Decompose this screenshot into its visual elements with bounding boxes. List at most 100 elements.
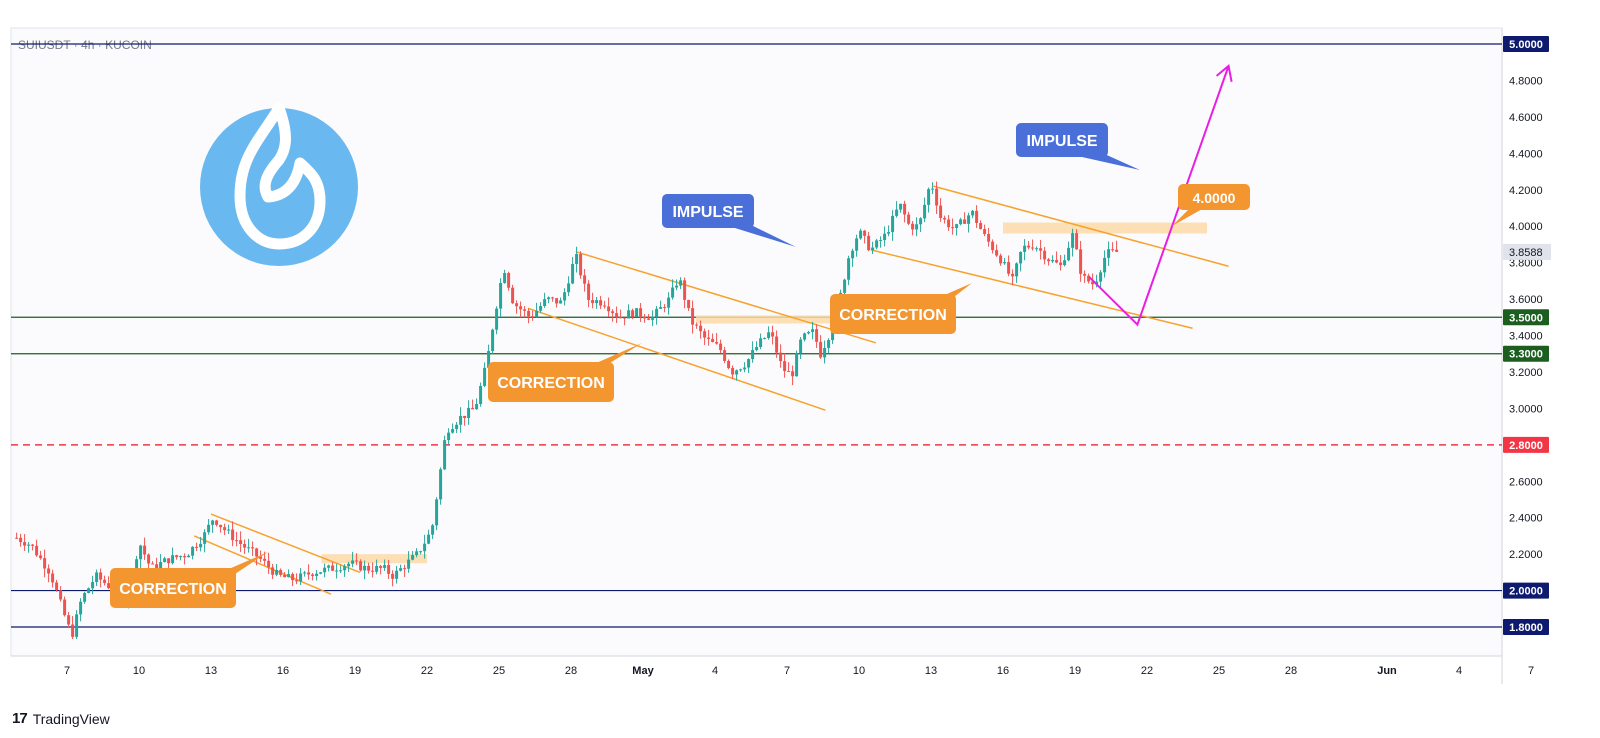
candle-body-144 xyxy=(591,300,595,304)
candle-body-14 xyxy=(71,624,75,637)
candle-body-74 xyxy=(311,574,315,576)
candle-body-263 xyxy=(1067,247,1071,261)
candle-body-252 xyxy=(1023,245,1027,252)
candle-body-33 xyxy=(147,554,151,564)
x-tick-label-13: 16 xyxy=(997,665,1009,677)
y-tick-label-7: 3.8000 xyxy=(1509,258,1543,270)
projection-path xyxy=(1088,65,1230,327)
candle-body-254 xyxy=(1031,247,1035,249)
candle-body-1 xyxy=(19,537,23,543)
candle-body-80 xyxy=(335,570,339,572)
candle-body-100 xyxy=(415,551,419,556)
candle-body-243 xyxy=(987,233,991,242)
candle-body-138 xyxy=(567,283,571,293)
candle-body-89 xyxy=(371,570,375,572)
candle-body-195 xyxy=(795,352,799,377)
candle-body-167 xyxy=(683,280,687,300)
candle-body-160 xyxy=(655,308,659,317)
candle-body-11 xyxy=(59,590,63,600)
impulse-callout-0: IMPULSE xyxy=(662,194,796,247)
candle-body-50 xyxy=(215,520,219,525)
candle-body-57 xyxy=(243,544,247,548)
candle-body-60 xyxy=(255,548,259,557)
candle-body-152 xyxy=(623,317,627,319)
candle-body-98 xyxy=(407,559,411,569)
impulse-callout-1: IMPULSE xyxy=(1016,123,1140,170)
candle-body-37 xyxy=(163,558,167,563)
impulse-callout-text-1: IMPULSE xyxy=(1026,133,1097,150)
candle-body-132 xyxy=(543,299,547,307)
x-tick-label-7: 28 xyxy=(565,665,577,677)
level-label-1: 3.5000 xyxy=(1509,312,1543,324)
candle-body-23 xyxy=(107,583,111,589)
candle-body-149 xyxy=(611,311,615,314)
candle-body-22 xyxy=(103,579,107,584)
candle-body-64 xyxy=(271,567,275,575)
candle-body-49 xyxy=(211,520,215,525)
candle-body-176 xyxy=(719,343,723,351)
candle-body-197 xyxy=(803,333,807,340)
level-badge-2 xyxy=(1503,345,1549,362)
candle-body-217 xyxy=(883,233,887,241)
candle-body-159 xyxy=(651,316,655,320)
correction-callout-box-2 xyxy=(488,362,614,402)
candle-body-103 xyxy=(427,534,431,544)
candle-body-170 xyxy=(695,324,699,326)
correction-callout-text-3: CORRECTION xyxy=(839,307,947,324)
candle-body-15 xyxy=(75,614,79,637)
candle-body-198 xyxy=(807,332,811,334)
candle-body-190 xyxy=(775,336,779,353)
candle-body-119 xyxy=(491,329,495,352)
y-tick-label-8: 4.0000 xyxy=(1509,221,1543,233)
candle-body-182 xyxy=(743,367,747,370)
candle-body-5 xyxy=(35,545,39,556)
candle-body-99 xyxy=(411,555,415,560)
candle-body-241 xyxy=(979,223,983,230)
candle-body-215 xyxy=(875,240,879,248)
candle-body-67 xyxy=(283,574,287,578)
candle-body-42 xyxy=(183,556,187,558)
candle-body-247 xyxy=(1003,262,1007,264)
candle-body-162 xyxy=(663,307,667,309)
y-tick-label-1: 2.4000 xyxy=(1509,513,1543,525)
candle-body-239 xyxy=(971,210,975,216)
candle-body-163 xyxy=(667,297,671,308)
candle-body-109 xyxy=(451,429,455,433)
candle-body-139 xyxy=(571,264,575,284)
y-tick-label-11: 4.6000 xyxy=(1509,112,1543,124)
candle-body-172 xyxy=(703,331,707,338)
candle-body-21 xyxy=(99,572,103,580)
target-callout-tail-5 xyxy=(1172,208,1204,226)
channel-1-upper xyxy=(575,250,877,344)
channel-0-upper xyxy=(210,513,361,574)
level-label-3: 2.8000 xyxy=(1509,440,1543,452)
candle-body-271 xyxy=(1099,272,1103,282)
candle-body-112 xyxy=(463,415,467,418)
candle-body-146 xyxy=(599,300,603,306)
candle-body-173 xyxy=(707,337,711,339)
candle-body-143 xyxy=(587,283,591,301)
level-badge-1 xyxy=(1503,309,1549,326)
candle-body-208 xyxy=(847,258,851,280)
candle-body-219 xyxy=(891,215,895,233)
candle-body-154 xyxy=(631,310,635,317)
x-tick-label-4: 19 xyxy=(349,665,361,677)
candle-body-145 xyxy=(595,300,599,304)
candle-body-63 xyxy=(267,560,271,568)
candle-body-19 xyxy=(91,582,95,589)
candle-body-268 xyxy=(1087,275,1091,282)
candle-body-147 xyxy=(603,305,607,307)
x-tick-label-1: 10 xyxy=(133,665,145,677)
candle-body-216 xyxy=(879,240,883,242)
candle-body-16 xyxy=(79,601,83,615)
impulse-callout-text-0: IMPULSE xyxy=(672,204,743,221)
x-tick-label-14: 19 xyxy=(1069,665,1081,677)
candle-body-188 xyxy=(767,332,771,338)
candle-body-153 xyxy=(627,310,631,319)
candle-body-204 xyxy=(831,327,835,341)
candle-body-210 xyxy=(855,238,859,251)
candle-body-93 xyxy=(387,565,391,574)
tradingview-footer[interactable]: 17 TradingView xyxy=(12,710,110,727)
candle-body-83 xyxy=(347,563,351,567)
